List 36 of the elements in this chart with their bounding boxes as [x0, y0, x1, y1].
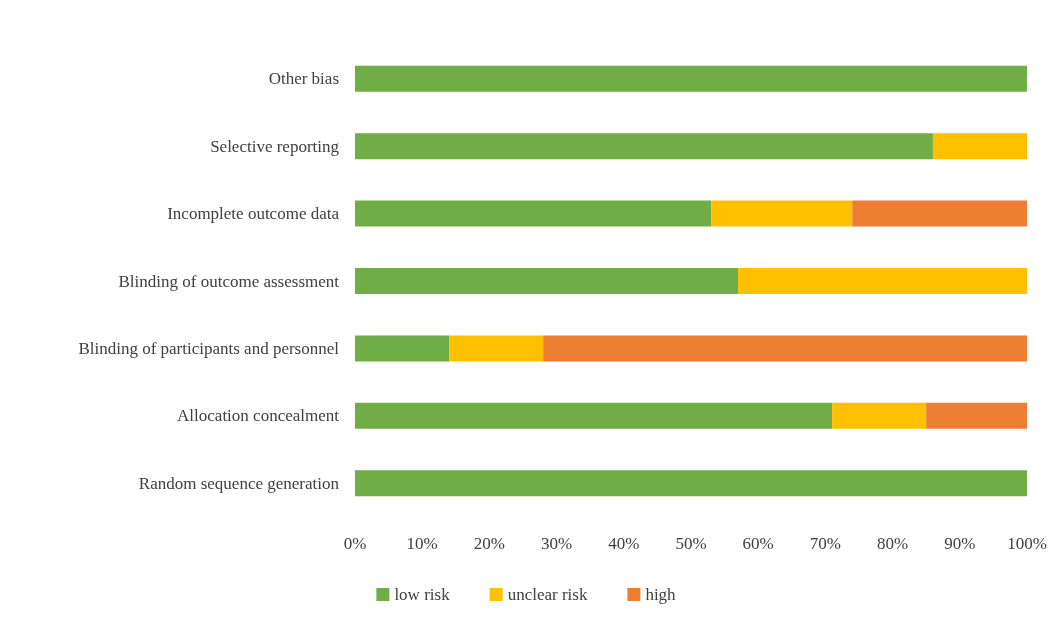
- y-tick-label: Selective reporting: [210, 136, 340, 156]
- x-tick-label: 20%: [473, 534, 505, 553]
- x-tick-label: 50%: [675, 534, 707, 553]
- bar: [355, 470, 1027, 497]
- legend-label: low risk: [394, 585, 451, 604]
- x-tick-label: 90%: [944, 534, 976, 553]
- bar: [543, 335, 1027, 362]
- x-tick-label: 10%: [406, 534, 438, 553]
- legend-label: unclear risk: [507, 585, 588, 604]
- y-tick-label: Incomplete outcome data: [167, 204, 340, 224]
- x-tick-label: 40%: [608, 534, 640, 553]
- x-tick-label: 60%: [742, 534, 774, 553]
- y-tick-label: Blinding of outcome assessment: [118, 271, 340, 291]
- bar: [852, 200, 1027, 227]
- x-tick-label: 0%: [343, 534, 367, 553]
- bar: [449, 335, 544, 362]
- bar: [355, 402, 833, 429]
- bar: [355, 65, 1027, 92]
- bar: [355, 133, 933, 160]
- bar: [711, 200, 853, 227]
- bar: [355, 335, 450, 362]
- x-tick-label: 70%: [809, 534, 841, 553]
- x-tick-label: 30%: [541, 534, 573, 553]
- bar: [926, 402, 1027, 429]
- bar: [832, 402, 927, 429]
- bar: [738, 268, 1027, 294]
- x-tick-label: 80%: [877, 534, 909, 553]
- bar: [932, 133, 1027, 160]
- y-tick-label: Allocation concealment: [177, 406, 340, 426]
- bar: [355, 200, 712, 227]
- legend-label: high: [645, 585, 677, 604]
- y-tick-label: Blinding of participants and personnel: [78, 338, 340, 358]
- y-tick-label: Random sequence generation: [138, 473, 340, 493]
- y-tick-label: Other bias: [268, 69, 339, 89]
- x-tick-label: 100%: [1007, 534, 1047, 553]
- bar: [355, 268, 739, 294]
